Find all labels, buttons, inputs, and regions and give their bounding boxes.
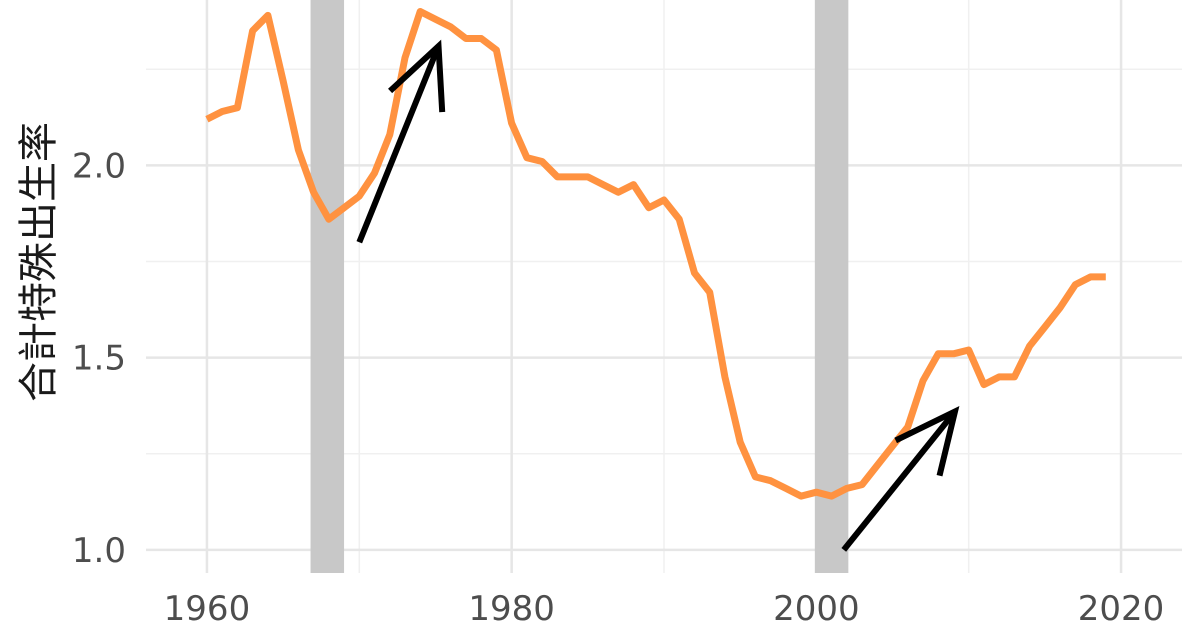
series-layer <box>203 8 1109 500</box>
data-point <box>645 204 652 211</box>
data-point <box>310 189 317 196</box>
y-tick-labels: 1.0 1.5 2.0 <box>72 146 126 571</box>
data-point <box>706 289 713 296</box>
data-point <box>661 196 668 203</box>
data-point <box>280 77 287 84</box>
data-point <box>904 423 911 430</box>
data-point <box>203 116 210 123</box>
data-point <box>798 493 805 500</box>
x-tick-label: 1980 <box>468 589 555 628</box>
data-point <box>615 189 622 196</box>
x-tick-label: 2000 <box>773 589 860 628</box>
data-point <box>508 120 515 127</box>
arrow-1 <box>356 39 446 244</box>
data-point <box>965 346 972 353</box>
data-point <box>356 193 363 200</box>
data-point <box>371 170 378 177</box>
data-point <box>584 173 591 180</box>
data-point <box>462 35 469 42</box>
x-tick-label: 1960 <box>164 589 251 628</box>
data-point <box>295 146 302 153</box>
data-point <box>402 54 409 61</box>
data-point <box>630 181 637 188</box>
data-point <box>523 154 530 161</box>
y-tick-label: 1.0 <box>72 531 126 571</box>
data-point <box>1057 304 1064 311</box>
data-point <box>554 173 561 180</box>
grid-minor <box>146 0 1182 573</box>
data-point <box>386 131 393 138</box>
data-point <box>447 23 454 30</box>
data-point <box>691 270 698 277</box>
shaded-band-2 <box>814 0 849 573</box>
data-point <box>767 477 774 484</box>
arrow-shaft <box>356 45 442 244</box>
data-point <box>1041 323 1048 330</box>
data-point <box>219 108 226 115</box>
data-point <box>950 350 957 357</box>
series-line-1 <box>205 8 1106 500</box>
arrow-shaft <box>841 409 958 552</box>
y-tick-label: 1.5 <box>72 339 126 379</box>
data-point <box>996 373 1003 380</box>
arrow-2 <box>841 405 960 552</box>
data-point <box>980 381 987 388</box>
data-point <box>432 16 439 23</box>
data-point <box>859 481 866 488</box>
data-point <box>1072 281 1079 288</box>
data-point <box>813 489 820 496</box>
data-point <box>889 443 896 450</box>
data-point <box>676 216 683 223</box>
x-tick-label: 2020 <box>1078 589 1165 628</box>
data-point <box>478 35 485 42</box>
data-point <box>1102 273 1109 280</box>
data-point <box>1026 343 1033 350</box>
arrow-head <box>388 39 446 113</box>
data-point <box>234 104 241 111</box>
data-point <box>341 204 348 211</box>
data-point <box>920 377 927 384</box>
shaded-band-1 <box>310 0 345 573</box>
data-point <box>721 373 728 380</box>
data-point <box>1011 373 1018 380</box>
y-tick-label: 2.0 <box>72 146 126 186</box>
shaded-bands <box>310 0 849 573</box>
data-point <box>752 473 759 480</box>
x-tick-labels: 1960 1980 2000 2020 <box>164 589 1165 628</box>
data-point <box>782 485 789 492</box>
data-point <box>569 173 576 180</box>
data-point <box>325 216 332 223</box>
data-point <box>264 12 271 19</box>
y-axis-title: 合計特殊出生率 <box>16 122 62 402</box>
data-point <box>935 350 942 357</box>
arrow-head <box>894 405 960 477</box>
data-point <box>600 181 607 188</box>
data-point <box>737 439 744 446</box>
data-point <box>874 462 881 469</box>
data-point <box>1087 273 1094 280</box>
data-point <box>843 485 850 492</box>
data-point <box>493 46 500 53</box>
arrow-annotations <box>356 39 960 552</box>
data-point <box>417 8 424 15</box>
data-point <box>539 158 546 165</box>
data-point <box>249 27 256 34</box>
data-point <box>828 493 835 500</box>
